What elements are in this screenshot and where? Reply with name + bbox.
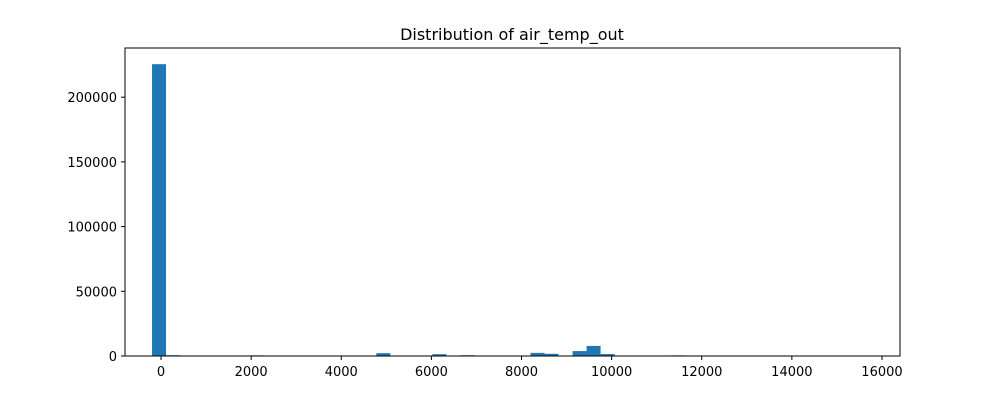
y-tick-label: 0 [109,350,117,365]
y-tick-label: 200000 [67,91,117,106]
x-tick-label: 14000 [771,365,812,380]
x-axis: 0 2000 4000 6000 8000 10000 12000 14000 16000 [157,356,903,380]
histogram-bar [432,354,447,356]
histogram-bar [544,353,559,356]
x-tick-label: 10000 [591,365,632,380]
x-tick-label: 2000 [235,365,268,380]
x-tick-label: 4000 [325,365,358,380]
y-tick-label: 150000 [67,156,117,171]
x-tick-label: 16000 [861,365,902,380]
y-tick-label: 100000 [67,221,117,236]
histogram-bar [572,351,587,356]
y-tick-label: 50000 [76,285,117,300]
bars-group [152,64,685,357]
x-tick-label: 12000 [681,365,722,380]
histogram-bar [530,352,545,356]
x-tick-label: 0 [157,365,165,380]
x-tick-label: 8000 [505,365,538,380]
x-tick-label: 6000 [415,365,448,380]
histogram-bar [376,353,391,356]
y-axis: 0 50000 100000 150000 200000 [67,91,125,365]
plot-frame [124,47,901,357]
histogram-bar [152,64,167,357]
histogram-bar [600,354,615,356]
histogram-bar [586,345,601,356]
chart-title: Distribution of air_temp_out [400,25,624,45]
